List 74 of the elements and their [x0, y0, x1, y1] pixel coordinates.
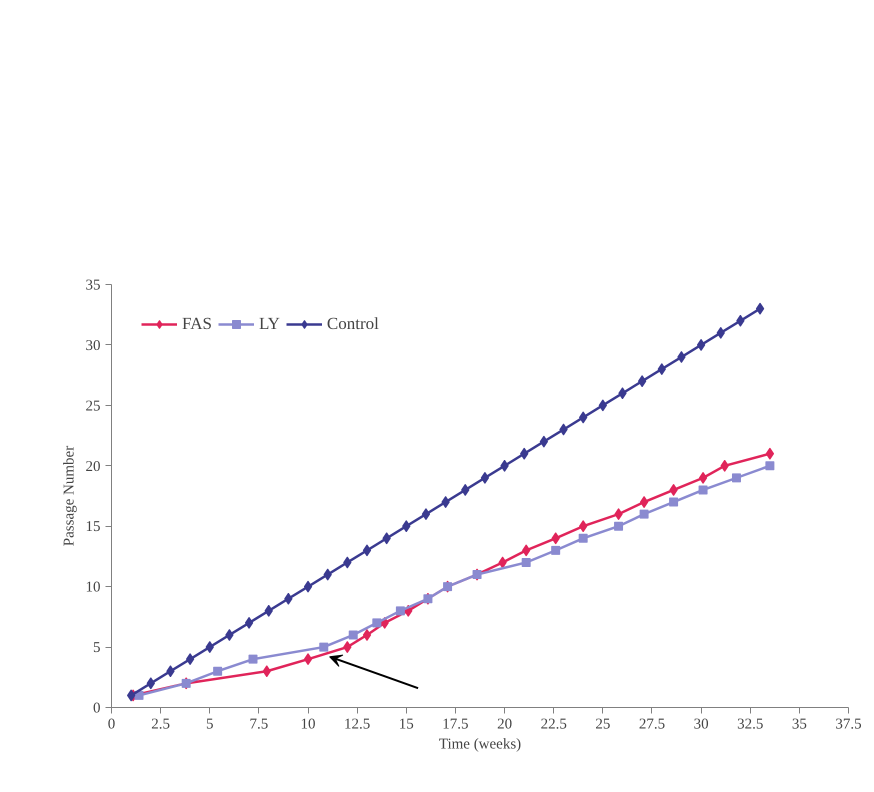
- point: [500, 460, 509, 472]
- point: [618, 387, 627, 400]
- point: [614, 522, 624, 531]
- point: [362, 544, 372, 556]
- point: [244, 616, 254, 629]
- point: [498, 556, 507, 568]
- point: [696, 338, 706, 351]
- x-tick-label: 20: [497, 716, 512, 732]
- point: [698, 472, 708, 484]
- y-tick-label: 20: [86, 458, 100, 475]
- x-tick-label: 35: [792, 716, 807, 732]
- point: [396, 606, 405, 616]
- point: [362, 628, 372, 641]
- point: [186, 653, 194, 666]
- point: [284, 592, 293, 605]
- x-tick-label: 17.5: [442, 716, 469, 732]
- point: [213, 666, 222, 676]
- point: [319, 642, 328, 652]
- point: [540, 436, 548, 448]
- point: [372, 618, 382, 628]
- point: [669, 498, 678, 507]
- point: [343, 556, 352, 568]
- x-tick-label: 15: [398, 716, 414, 732]
- point: [578, 534, 588, 543]
- x-tick-label: 12.5: [344, 716, 370, 732]
- x-tick-label: 0: [108, 716, 116, 732]
- x-tick-label: 2.5: [151, 716, 170, 732]
- y-axis-title: Passage Number: [62, 446, 78, 546]
- x-tick-label: 10: [300, 716, 316, 732]
- y-tick-label: 35: [86, 278, 100, 294]
- point: [225, 628, 234, 641]
- point: [248, 654, 258, 664]
- point: [382, 532, 391, 544]
- point: [640, 510, 649, 519]
- x-tick-label: 25: [595, 716, 610, 732]
- x-tick-label: 7.5: [250, 716, 268, 732]
- point: [348, 630, 358, 640]
- x-tick-label: 37.5: [835, 716, 862, 732]
- legend-label: LY: [258, 314, 280, 334]
- point: [766, 448, 774, 460]
- point: [677, 351, 686, 364]
- x-tick-label: 32.5: [737, 716, 764, 732]
- x-tick-label: 5: [206, 716, 214, 732]
- x-tick-label: 22.5: [540, 716, 567, 732]
- point: [640, 496, 648, 508]
- point: [698, 485, 708, 494]
- point: [441, 496, 450, 508]
- point: [736, 314, 745, 327]
- y-tick-label: 15: [86, 519, 100, 536]
- point: [304, 653, 312, 666]
- point: [522, 558, 531, 567]
- point: [732, 473, 741, 482]
- y-tick-label: 10: [86, 580, 100, 596]
- y-tick-label: 0: [93, 700, 100, 716]
- x-tick-label: 30: [694, 716, 709, 732]
- y-tick-label: 30: [86, 338, 100, 354]
- point: [559, 424, 568, 436]
- point: [166, 665, 175, 678]
- point: [614, 508, 623, 520]
- point: [304, 580, 312, 593]
- point: [756, 302, 764, 315]
- point: [551, 546, 560, 555]
- point: [669, 484, 678, 496]
- x-axis-title: Time (weeks): [438, 736, 522, 752]
- point: [765, 461, 774, 470]
- y-tick-label: 25: [86, 398, 100, 414]
- legend-label: Control: [326, 314, 379, 334]
- y-tick-label: 5: [93, 640, 100, 656]
- point: [343, 641, 352, 654]
- x-tick-label: 27.5: [638, 716, 666, 732]
- point: [422, 508, 430, 520]
- point: [638, 375, 646, 388]
- point: [480, 472, 490, 484]
- legend-label: FAS: [182, 314, 212, 334]
